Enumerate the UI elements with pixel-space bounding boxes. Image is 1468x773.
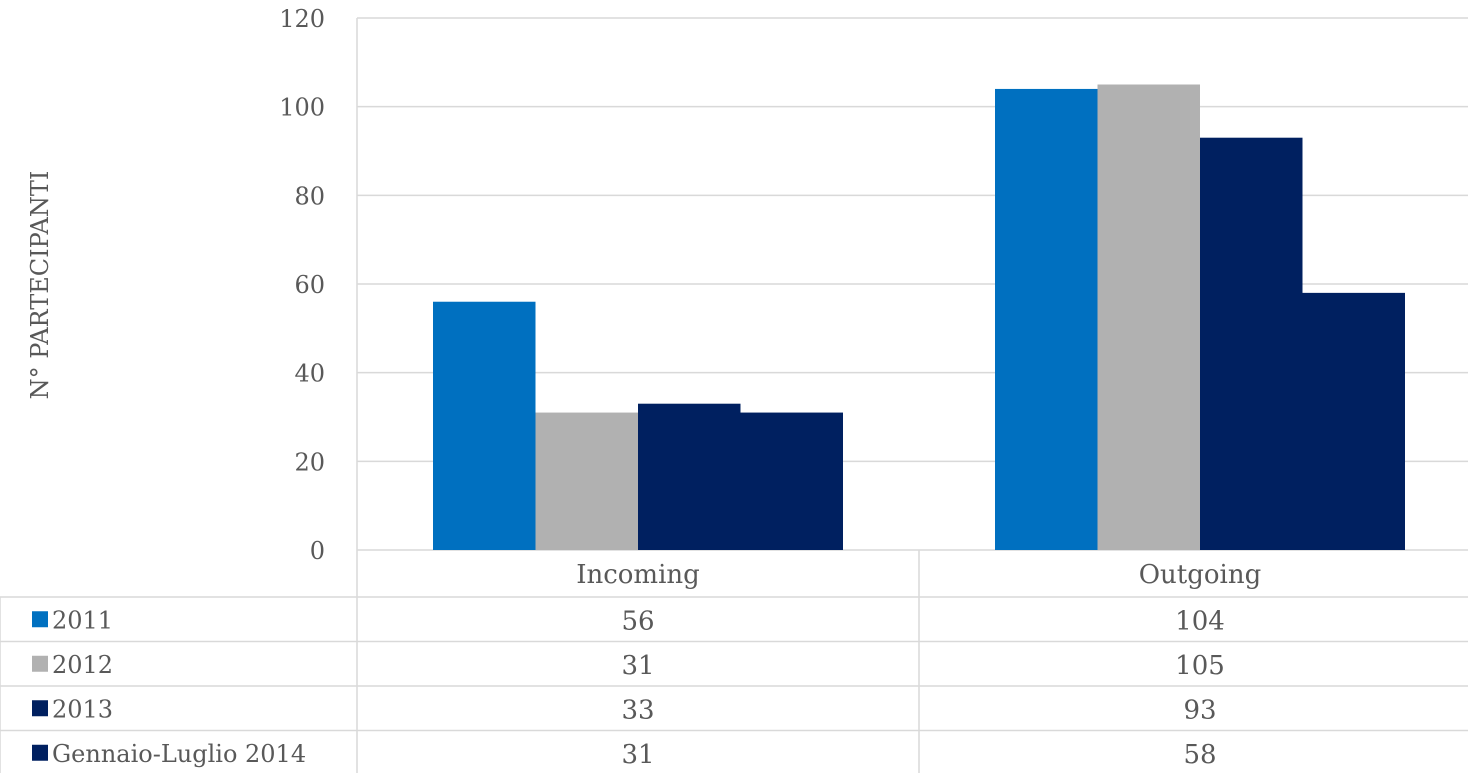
table-cell-value: 93 [1183, 695, 1216, 725]
legend-swatch [32, 655, 48, 672]
y-tick-label: 120 [279, 5, 325, 33]
bar [638, 403, 741, 550]
y-tick-label: 0 [310, 537, 325, 565]
y-tick-label: 40 [294, 360, 325, 388]
legend-label: 2013 [52, 695, 113, 723]
table-cell-value: 56 [621, 606, 654, 636]
legend-label: 2011 [52, 606, 113, 634]
table-row: Gennaio-Luglio 2014 31 58 [32, 740, 1217, 770]
bar [535, 412, 638, 550]
y-axis-label: N° PARTECIPANTI [26, 171, 54, 400]
category-label: Outgoing [1139, 560, 1262, 590]
bar [995, 88, 1098, 550]
bars [433, 84, 1405, 550]
table-cell-value: 105 [1175, 651, 1225, 681]
table-row: 2012 31 105 [32, 651, 1225, 681]
bar [740, 412, 843, 550]
bar [1200, 137, 1303, 550]
legend-swatch [32, 700, 48, 717]
bar [1302, 292, 1405, 550]
y-tick-label: 100 [279, 94, 325, 122]
table-row: 2013 33 93 [32, 695, 1217, 725]
legend-swatch [32, 744, 48, 761]
table-cell-value: 31 [621, 651, 654, 681]
y-axis-ticks: 0 20 40 60 80 100 120 [279, 5, 325, 565]
legend-label: 2012 [52, 651, 113, 679]
bar [433, 301, 536, 550]
legend-label: Gennaio-Luglio 2014 [52, 740, 306, 768]
table-cell-value: 58 [1183, 740, 1216, 770]
y-tick-label: 80 [294, 182, 325, 210]
table-cell-value: 104 [1175, 606, 1225, 636]
data-table: Incoming Outgoing 2011 56 104 2012 31 105 2013 33… [0, 550, 1468, 773]
bar [1097, 84, 1200, 550]
table-cell-value: 31 [621, 740, 654, 770]
legend-swatch [32, 611, 48, 628]
y-tick-label: 60 [294, 271, 325, 299]
table-row: 2011 56 104 [32, 606, 1225, 636]
category-label: Incoming [576, 560, 700, 590]
table-cell-value: 33 [621, 695, 654, 725]
y-tick-label: 20 [294, 448, 325, 476]
